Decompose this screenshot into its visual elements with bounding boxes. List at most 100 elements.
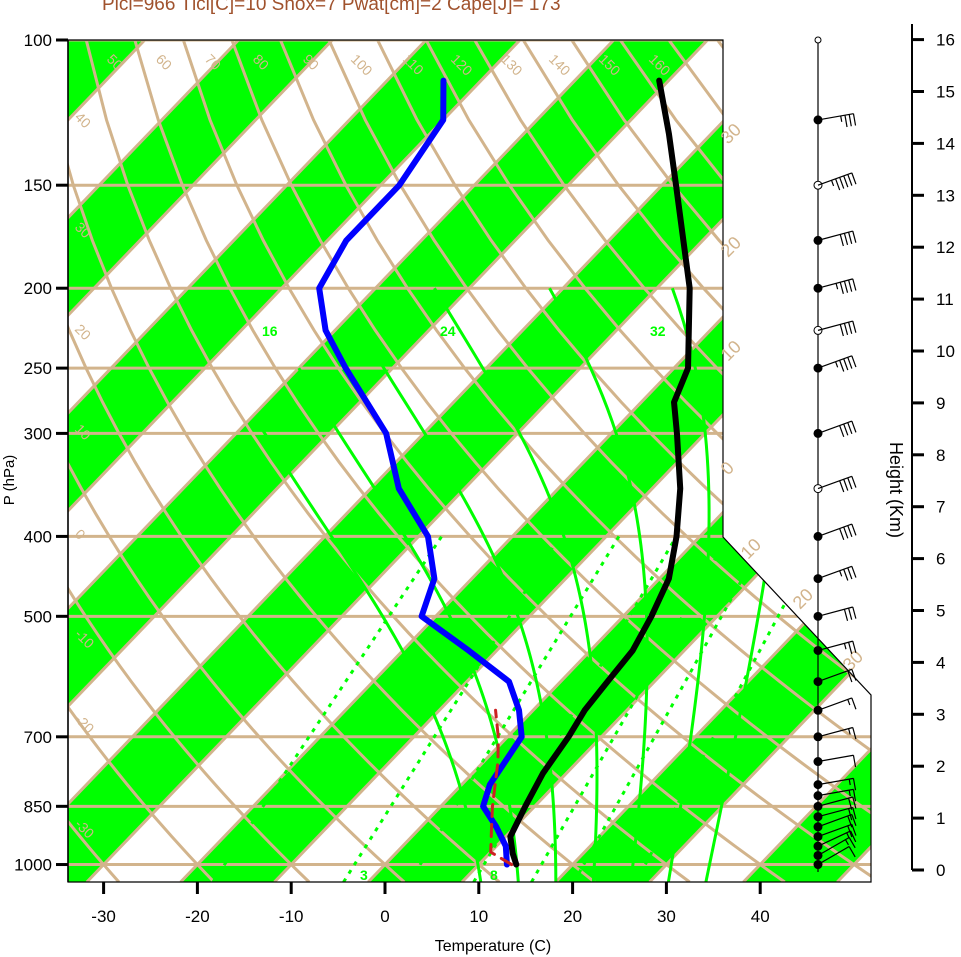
- wind-barb-feather: [844, 839, 849, 846]
- isotherm-label: 140: [546, 51, 574, 79]
- wind-barb-feather: [848, 114, 852, 127]
- wind-barb-feather: [843, 479, 849, 491]
- wind-barb-feather: [848, 837, 856, 849]
- wind-barb-feather: [847, 525, 853, 538]
- x-axis: -30 -20 -10 0 10 20 30 40: [91, 882, 770, 926]
- mixing-ratio-label: 24: [440, 323, 456, 339]
- wind-barb-feather: [851, 566, 857, 578]
- height-tick-label: 16: [936, 31, 955, 50]
- wind-barb-feather: [852, 807, 857, 820]
- wind-barb-feather: [830, 180, 835, 187]
- adiabat-label: 0: [717, 458, 738, 479]
- wind-barb: [817, 420, 853, 434]
- wind-barb-feather: [851, 824, 857, 836]
- temperature-band: [68, 40, 520, 882]
- height-tick-label: 7: [936, 498, 945, 517]
- dry-adiabat-line: [279, 40, 871, 882]
- height-tick-label: 12: [936, 238, 955, 257]
- isotherm-label: 20: [72, 321, 94, 343]
- wind-barb: [817, 726, 853, 738]
- height-tick-label: 9: [936, 394, 945, 413]
- wind-barb: [817, 697, 853, 711]
- wind-barb-feather: [840, 115, 843, 122]
- wind-barb-feather: [851, 697, 857, 710]
- wind-barb-feather: [847, 670, 853, 683]
- wind-barb-feather: [852, 789, 857, 802]
- wind-barb-feather: [839, 234, 844, 247]
- height-tick-label: 11: [936, 290, 954, 309]
- dry-adiabat-line: [68, 40, 406, 882]
- wind-barb-feather: [852, 278, 857, 291]
- isotherm-label: 60: [153, 51, 175, 73]
- wind-barb-feather: [839, 324, 844, 337]
- wind-barb: [817, 836, 850, 856]
- wind-barb-feather: [847, 815, 853, 828]
- wind-barb-feather: [839, 177, 845, 189]
- pressure-tick-label: 250: [24, 359, 52, 378]
- wind-barb-feather: [851, 476, 857, 488]
- pressure-tick-label: 150: [24, 176, 52, 195]
- wind-barb-feather: [852, 113, 857, 126]
- wind-barb-feather: [848, 779, 851, 786]
- height-axis-label: Height (Km): [886, 442, 906, 538]
- dry-adiabat-line: [68, 40, 121, 882]
- wind-barb-feather: [852, 320, 857, 333]
- wind-barb: [817, 846, 850, 866]
- wind-barb-feather: [843, 175, 849, 188]
- temperature-profile: [507, 77, 693, 868]
- pressure-tick-label: 400: [24, 527, 52, 546]
- isotherm-line: [68, 40, 709, 882]
- temperature-band: [68, 40, 333, 882]
- wind-barb-feather: [848, 232, 853, 244]
- wind-barb: [817, 777, 854, 786]
- wind-barb-feather: [848, 642, 853, 654]
- height-tick-label: 8: [936, 446, 945, 465]
- dewpoint-profile: [316, 77, 525, 868]
- wind-barb-feather: [848, 279, 853, 292]
- wind-barb-feather: [843, 323, 849, 336]
- wind-barb-feather: [839, 570, 843, 577]
- pressure-tick-label: 1000: [14, 856, 52, 875]
- pressure-tick-label: 500: [24, 607, 52, 626]
- wind-barb-feather: [843, 423, 849, 436]
- isotherm-line: [68, 40, 428, 882]
- isotherm-line: [68, 40, 522, 882]
- height-tick-label: 1: [936, 809, 945, 828]
- wind-barb-feather: [847, 477, 853, 490]
- wind-barb-feather: [843, 569, 849, 581]
- mixing-ratio-line: [530, 535, 730, 882]
- wind-barb: [817, 788, 854, 797]
- wind-barb-feather: [852, 755, 857, 768]
- wind-barb-feather: [847, 174, 853, 186]
- wind-barb-feather: [852, 640, 857, 653]
- mixing-ratio-label: 2: [196, 323, 204, 339]
- temperature-bands: [68, 40, 871, 882]
- temperature-band: [555, 40, 871, 882]
- pressure-tick-label: 850: [24, 797, 52, 816]
- wind-barb-feather: [852, 606, 857, 619]
- wind-barb-feather: [848, 808, 853, 821]
- pressure-tick-label: 200: [24, 279, 52, 298]
- pressure-tick-label: 700: [24, 728, 52, 747]
- wind-barb-feather: [835, 178, 841, 191]
- temperature-band: [68, 40, 708, 882]
- wind-barb-feather: [843, 233, 849, 246]
- x-tick-label: 40: [751, 907, 770, 926]
- wind-barb-feather: [848, 322, 853, 334]
- wind-barb-feather: [844, 115, 848, 128]
- x-tick-label: -20: [185, 907, 210, 926]
- mixing-ratio-lines: [211, 535, 823, 882]
- wind-barb: [817, 172, 853, 186]
- mixing-ratio-line: [342, 535, 561, 882]
- wind-barb: [817, 813, 853, 828]
- adiabat-label: 20: [717, 233, 745, 261]
- height-tick-label: 5: [936, 602, 945, 621]
- moist-adiabat-line: [354, 321, 558, 882]
- wind-barb: [817, 565, 853, 580]
- height-tick-label: 14: [936, 134, 955, 153]
- pressure-axis: 100 150 200 250 300 400 500 700 850 1000: [14, 31, 69, 882]
- wind-barb-feather: [843, 526, 849, 539]
- wind-barb-feather: [835, 283, 839, 290]
